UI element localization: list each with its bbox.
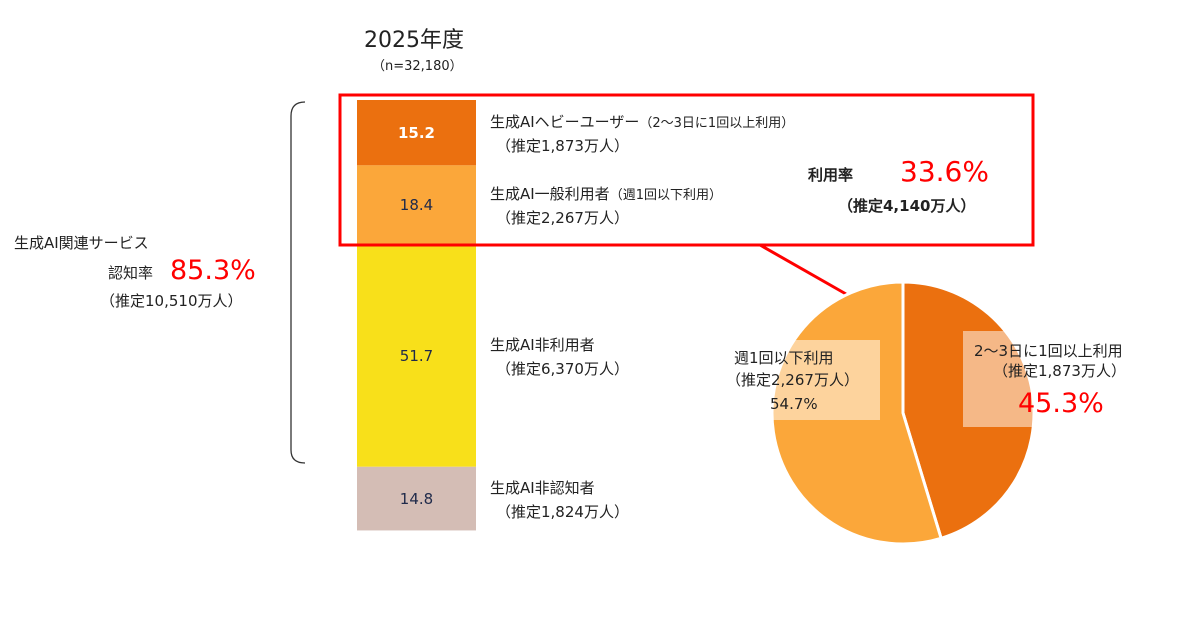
usage-value: 33.6% [900, 155, 989, 188]
segment-legend: 生成AI非利用者 （推定6,370万人） [490, 334, 629, 380]
pie-label-heavy: 2〜3日に1回以上利用 [974, 342, 1123, 360]
bar-segment [357, 165, 476, 245]
segment-estimate: （推定1,824万人） [496, 502, 629, 521]
segment-legend: 生成AI一般利用者（週1回以下利用） （推定2,267万人） [490, 183, 722, 229]
segment-legend: 生成AI非認知者 （推定1,824万人） [490, 477, 629, 523]
segment-note: （週1回以下利用） [609, 187, 722, 203]
pie-label-general: 週1回以下利用 [734, 349, 834, 367]
segment-name: 生成AI非認知者 [490, 478, 595, 497]
segment-note: （2〜3日に1回以上利用） [639, 115, 795, 131]
segment-estimate: （推定2,267万人） [496, 208, 629, 227]
awareness-bracket [290, 101, 306, 464]
connector-line [759, 243, 847, 296]
bar-segment [357, 244, 476, 467]
pie-label-box-general [773, 340, 880, 420]
pie-pct-general: 54.7% [770, 395, 818, 413]
pie-label-box-heavy [963, 331, 1042, 427]
pie-estimate-general: （推定2,267万人） [726, 371, 859, 389]
bar-value-label: 18.4 [399, 195, 434, 214]
segment-name: 生成AI非利用者 [490, 335, 595, 354]
pie-estimate-heavy: （推定1,873万人） [993, 362, 1126, 380]
segment-legend: 生成AIヘビーユーザー（2〜3日に1回以上利用） （推定1,873万人） [490, 111, 794, 157]
bar-segment [357, 466, 476, 531]
bar-value-label: 15.2 [397, 123, 435, 142]
segment-name: 生成AI一般利用者 [490, 184, 610, 203]
awareness-title: 生成AI関連サービス [14, 234, 149, 252]
bar-value-label: 51.7 [399, 346, 434, 365]
awareness-value: 85.3% [170, 255, 256, 286]
usage-estimate: （推定4,140万人） [838, 197, 976, 215]
pie-pct-heavy: 45.3% [1018, 388, 1104, 419]
segment-name: 生成AIヘビーユーザー [490, 112, 640, 131]
usage-highlight-box [338, 93, 1035, 247]
bar-segment [357, 100, 476, 166]
segment-estimate: （推定1,873万人） [496, 136, 629, 155]
awareness-label: 認知率 [108, 264, 154, 282]
awareness-estimate: （推定10,510万人） [100, 292, 243, 310]
chart-title: 2025年度 [364, 28, 464, 53]
usage-label: 利用率 [808, 166, 854, 184]
segment-estimate: （推定6,370万人） [496, 359, 629, 378]
bar-value-label: 14.8 [399, 489, 434, 508]
chart-subtitle: （n=32,180） [372, 59, 463, 74]
